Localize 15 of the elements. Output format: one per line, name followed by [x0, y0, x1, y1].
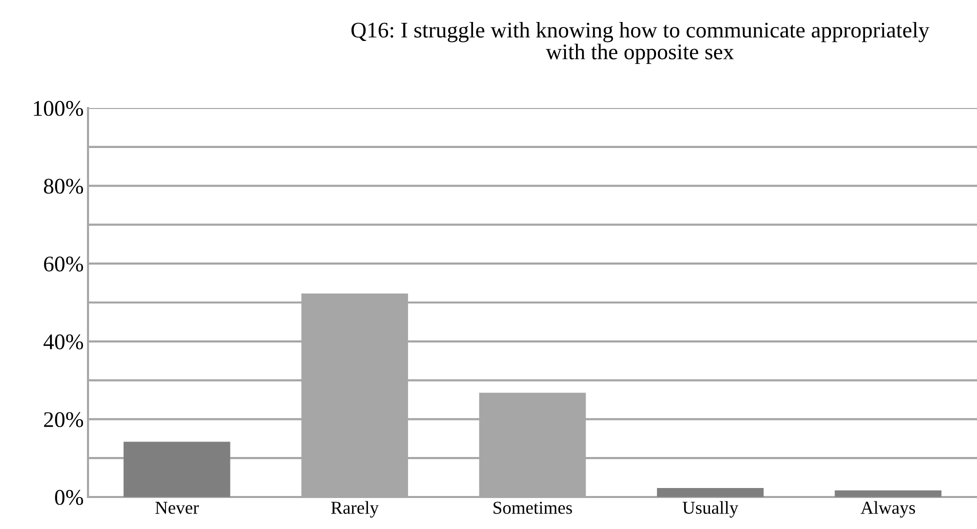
bar [656, 488, 764, 497]
x-tick-label: Rarely [331, 501, 379, 518]
y-tick-label: 20% [44, 412, 84, 428]
x-tick-label: Never [155, 502, 199, 514]
y-tick-label: 80% [44, 178, 84, 194]
bar [834, 490, 942, 497]
y-tick-label: 100% [34, 100, 84, 116]
y-tick-label: 40% [44, 334, 84, 350]
y-tick-label: 60% [44, 256, 84, 272]
x-tick-label: Usually [682, 501, 738, 518]
y-tick-label: 0% [55, 490, 84, 505]
x-tick-label: Always [860, 501, 916, 518]
x-tick-label: Sometimes [494, 502, 572, 514]
chart-title: Q16: I struggle with knowing how to communicate appropriately with the opposite sex [351, 22, 930, 64]
bar [124, 442, 230, 497]
